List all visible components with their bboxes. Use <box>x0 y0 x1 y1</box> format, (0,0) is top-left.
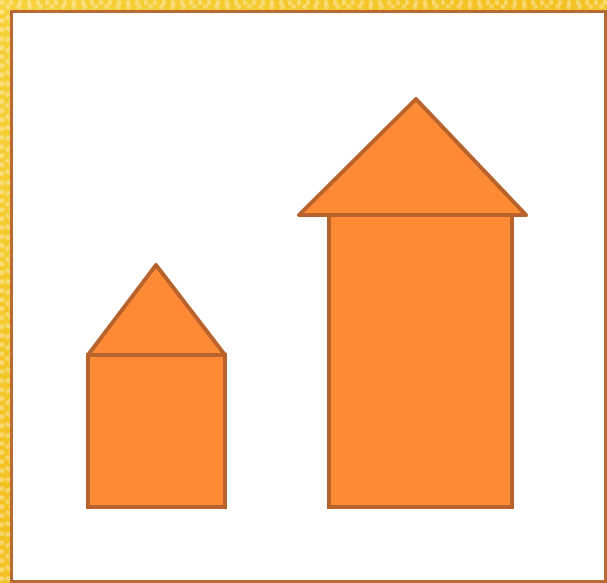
drawing-canvas <box>10 10 607 583</box>
